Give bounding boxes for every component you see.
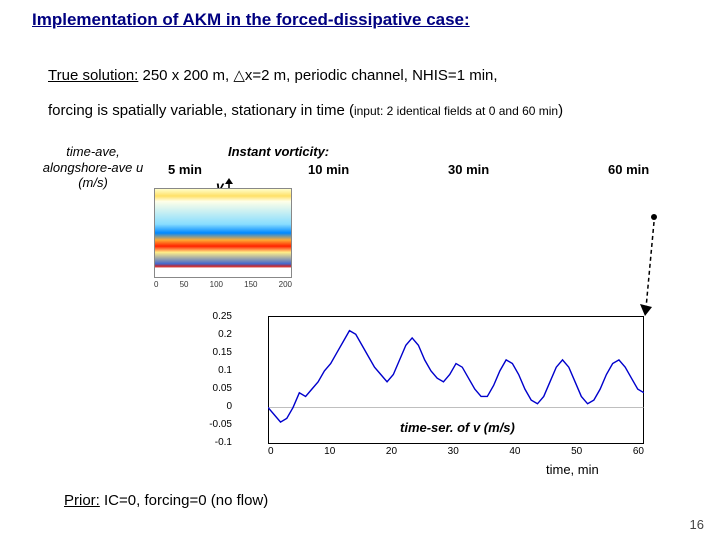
prior-label: Prior:: [64, 492, 100, 509]
colorplot-xtick: 100: [210, 280, 223, 289]
colorplot-xtick: 200: [279, 280, 292, 289]
true-solution-line: True solution: 250 x 200 m, △x=2 m, peri…: [48, 66, 498, 84]
page-number: 16: [690, 517, 704, 532]
dashed-arrow-icon: [640, 222, 660, 318]
colorplot-5min: [154, 188, 292, 278]
prior-line: Prior: IC=0, forcing=0 (no flow): [64, 492, 268, 509]
lineplot-ytick: 0.05: [198, 384, 232, 394]
label-30min: 30 min: [448, 162, 489, 177]
label-5min: 5 min: [168, 162, 202, 177]
lineplot-xtick: 30: [448, 446, 459, 457]
lineplot-xtick: 0: [268, 446, 274, 457]
lineplot-xtick: 20: [386, 446, 397, 457]
forcing-line: forcing is spatially variable, stationar…: [48, 102, 563, 119]
true-solution-text: 250 x 200 m, △x=2 m, periodic channel, N…: [138, 67, 497, 84]
lineplot-ytick: 0.25: [198, 312, 232, 322]
label-60min: 60 min: [608, 162, 649, 177]
slide-title: Implementation of AKM in the forced-diss…: [32, 10, 470, 30]
lineplot-ytick: 0: [198, 402, 232, 412]
label-10min: 10 min: [308, 162, 349, 177]
lineplot-xtick: 40: [509, 446, 520, 457]
prior-text: IC=0, forcing=0 (no flow): [100, 492, 268, 509]
lineplot-ytick: -0.05: [198, 420, 232, 430]
lineplot-xticks: 0 10 20 30 40 50 60: [268, 446, 644, 457]
colorplot-xticks: 0 50 100 150 200: [154, 280, 292, 289]
sample-point-marker: [651, 214, 657, 220]
label-time-min: time, min: [546, 462, 599, 477]
label-time-average: time-ave, alongshore-ave u (m/s): [38, 144, 148, 191]
forcing-close: ): [558, 102, 563, 119]
colorplot-xtick: 150: [244, 280, 257, 289]
lineplot-series: [268, 331, 644, 422]
forcing-small: input: 2 identical fields at 0 and 60 mi…: [354, 104, 558, 118]
lineplot-ytick: -0.1: [198, 438, 232, 448]
lineplot-xtick: 50: [571, 446, 582, 457]
lineplot-xtick: 10: [324, 446, 335, 457]
forcing-main: forcing is spatially variable, stationar…: [48, 102, 354, 119]
colorplot-xtick: 0: [154, 280, 158, 289]
lineplot-ytick: 0.15: [198, 348, 232, 358]
lineplot-ytick: 0.1: [198, 366, 232, 376]
label-time-series: time-ser. of v (m/s): [400, 420, 515, 435]
lineplot-ytick: 0.2: [198, 330, 232, 340]
true-solution-label: True solution:: [48, 67, 138, 84]
colorplot-xtick: 50: [180, 280, 189, 289]
lineplot-xtick: 60: [633, 446, 644, 457]
label-instant-vorticity: Instant vorticity:: [228, 144, 329, 159]
